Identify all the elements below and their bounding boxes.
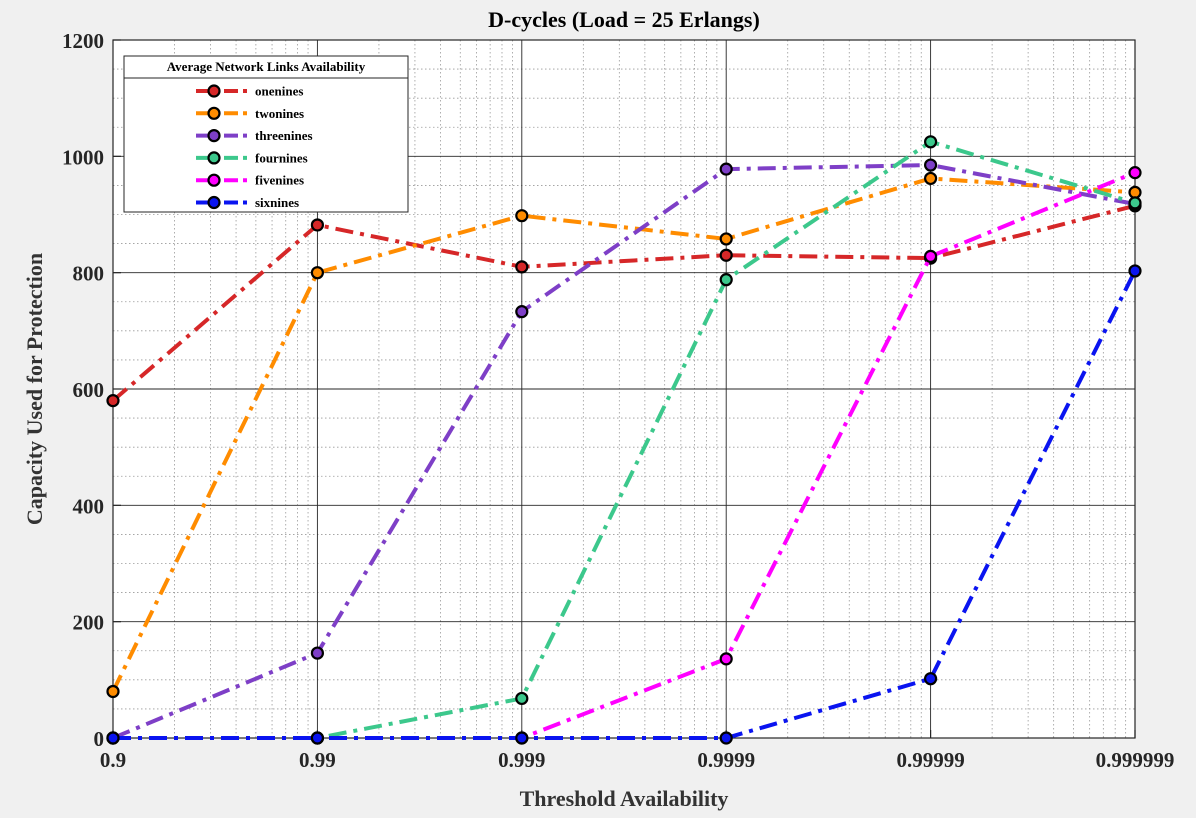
legend: Average Network Links Availability oneni… bbox=[123, 55, 409, 213]
legend-label: threenines bbox=[255, 128, 313, 143]
legend-swatch-marker bbox=[207, 129, 221, 143]
series-line-sixnines bbox=[113, 270, 1137, 740]
legend-label: sixnines bbox=[255, 195, 299, 210]
series-layer bbox=[106, 135, 1142, 745]
legend-entry-onenines: onenines bbox=[196, 84, 303, 99]
data-point-fivenines bbox=[923, 249, 938, 263]
legend-label: twonines bbox=[255, 106, 304, 121]
y-tick-label: 400 bbox=[73, 494, 105, 518]
data-point-fivenines bbox=[719, 652, 733, 666]
y-tick-labels: 0 200 400 600 800 1000 1200 bbox=[62, 29, 104, 751]
legend-entries: onenines twonines threenines fournines fiven… bbox=[196, 84, 313, 210]
y-tick-label: 1000 bbox=[62, 145, 104, 169]
y-tick-label: 0 bbox=[94, 727, 105, 751]
x-tick-label: 0.99999 bbox=[896, 748, 964, 772]
data-point-fivenines bbox=[1128, 166, 1142, 180]
data-point-threenines bbox=[310, 646, 324, 660]
series-sixnines bbox=[106, 264, 1142, 745]
data-point-sixnines bbox=[1128, 264, 1142, 278]
legend-entry-fournines: fournines bbox=[196, 150, 308, 165]
data-point-sixnines bbox=[923, 672, 938, 686]
series-twonines bbox=[106, 171, 1142, 699]
data-point-fournines bbox=[719, 273, 733, 287]
data-point-onenines bbox=[106, 394, 120, 408]
legend-label: onenines bbox=[255, 84, 303, 99]
series-line-threenines bbox=[112, 163, 1136, 740]
y-tick-label: 600 bbox=[73, 378, 105, 402]
x-axis-label: Threshold Availability bbox=[520, 786, 729, 811]
legend-entry-twonines: twonines bbox=[196, 106, 304, 121]
legend-swatch-marker bbox=[207, 173, 221, 187]
chart-title: D-cycles (Load = 25 Erlangs) bbox=[488, 7, 760, 32]
data-point-twonines bbox=[719, 232, 733, 246]
data-point-threenines bbox=[515, 305, 529, 319]
x-tick-label: 0.999 bbox=[498, 748, 545, 772]
data-point-onenines bbox=[310, 218, 324, 232]
data-point-onenines bbox=[515, 260, 529, 274]
x-tick-label: 0.9 bbox=[100, 748, 126, 772]
data-point-sixnines bbox=[106, 731, 120, 745]
y-axis-label: Capacity Used for Protection bbox=[22, 253, 47, 525]
legend-entry-fivenines: fivenines bbox=[196, 173, 304, 188]
y-tick-label: 200 bbox=[73, 611, 105, 635]
legend-swatch-marker bbox=[207, 151, 221, 165]
series-line-twonines bbox=[111, 176, 1136, 693]
data-point-fournines bbox=[923, 135, 938, 149]
data-point-threenines bbox=[719, 162, 733, 176]
legend-swatch-marker bbox=[207, 195, 221, 210]
x-tick-label: 0.99 bbox=[299, 748, 336, 772]
data-point-twonines bbox=[515, 209, 529, 223]
legend-entry-threenines: threenines bbox=[196, 128, 313, 143]
legend-title: Average Network Links Availability bbox=[167, 59, 366, 74]
legend-label: fournines bbox=[255, 150, 308, 165]
data-point-sixnines bbox=[310, 731, 324, 745]
legend-label: fivenines bbox=[255, 173, 304, 188]
x-tick-labels: 0.9 0.99 0.999 0.9999 0.99999 0.999999 bbox=[100, 748, 1175, 772]
data-point-fournines bbox=[1128, 196, 1142, 210]
data-point-twonines bbox=[106, 684, 120, 699]
y-tick-label: 1200 bbox=[62, 29, 104, 53]
data-point-fournines bbox=[515, 691, 529, 706]
series-line-onenines bbox=[111, 203, 1136, 403]
y-tick-label: 800 bbox=[73, 262, 105, 286]
data-point-twonines bbox=[310, 266, 324, 280]
x-tick-label: 0.999999 bbox=[1096, 748, 1175, 772]
legend-swatch-marker bbox=[207, 84, 221, 98]
data-point-threenines bbox=[923, 158, 938, 172]
data-point-sixnines bbox=[719, 731, 733, 745]
legend-entry-sixnines: sixnines bbox=[196, 195, 299, 210]
legend-box bbox=[123, 55, 409, 213]
x-tick-label: 0.9999 bbox=[697, 748, 755, 772]
data-point-onenines bbox=[719, 248, 733, 262]
data-point-twonines bbox=[1128, 185, 1142, 199]
data-point-twonines bbox=[923, 171, 938, 186]
legend-swatch-marker bbox=[207, 106, 221, 120]
data-point-sixnines bbox=[515, 731, 529, 745]
